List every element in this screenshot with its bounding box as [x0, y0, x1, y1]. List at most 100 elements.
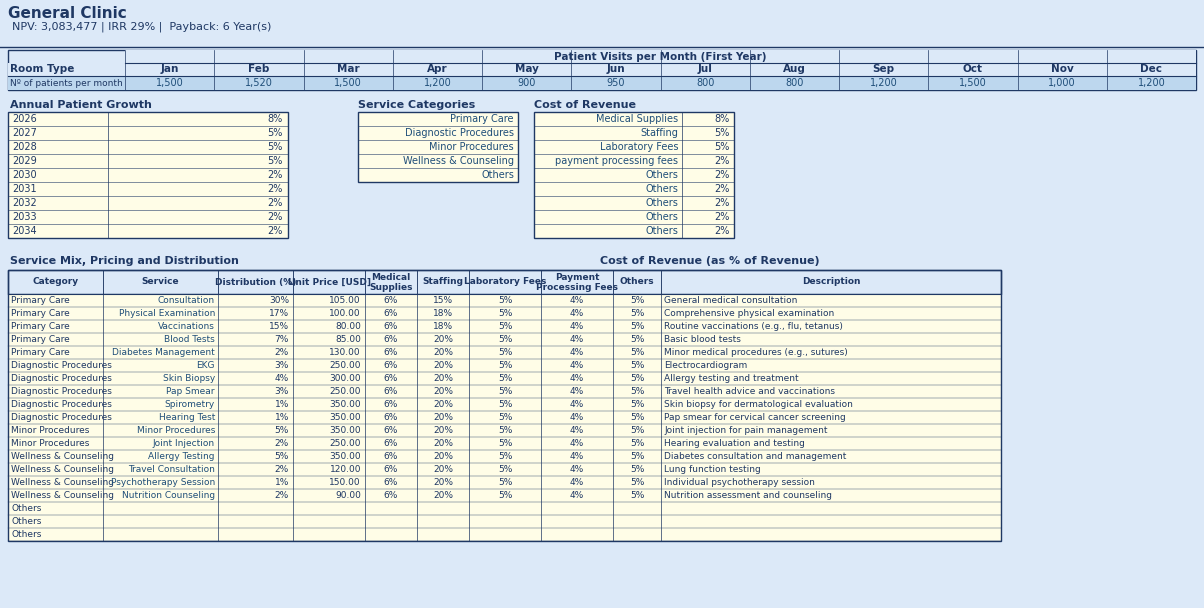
- Text: 2%: 2%: [275, 439, 289, 448]
- Text: 5%: 5%: [497, 296, 512, 305]
- Bar: [8, 76, 125, 90]
- Text: Nº of patients per month: Nº of patients per month: [10, 78, 123, 88]
- Text: Others: Others: [11, 504, 41, 513]
- Text: 5%: 5%: [630, 322, 644, 331]
- Text: 6%: 6%: [384, 374, 399, 383]
- Text: 5%: 5%: [497, 322, 512, 331]
- Text: 20%: 20%: [433, 335, 453, 344]
- Text: 2%: 2%: [275, 491, 289, 500]
- Text: 20%: 20%: [433, 439, 453, 448]
- Text: 6%: 6%: [384, 348, 399, 357]
- Text: 2%: 2%: [715, 226, 730, 236]
- Text: 1,500: 1,500: [960, 78, 987, 88]
- Text: 15%: 15%: [268, 322, 289, 331]
- Text: 5%: 5%: [630, 309, 644, 318]
- Text: 120.00: 120.00: [330, 465, 361, 474]
- Bar: [8, 307, 1001, 320]
- Text: Consultation: Consultation: [158, 296, 216, 305]
- Text: Primary Care: Primary Care: [450, 114, 514, 124]
- Text: 5%: 5%: [715, 142, 730, 152]
- Text: 350.00: 350.00: [330, 452, 361, 461]
- Text: 20%: 20%: [433, 374, 453, 383]
- Bar: [214, 76, 303, 90]
- Text: May: May: [514, 64, 538, 75]
- Text: Cost of Revenue (as % of Revenue): Cost of Revenue (as % of Revenue): [600, 256, 820, 266]
- Text: 4%: 4%: [569, 478, 584, 487]
- Text: 350.00: 350.00: [330, 426, 361, 435]
- Text: 20%: 20%: [433, 348, 453, 357]
- Text: 5%: 5%: [630, 439, 644, 448]
- Text: 5%: 5%: [497, 361, 512, 370]
- Text: Staffing: Staffing: [423, 277, 464, 286]
- Text: 1,500: 1,500: [155, 78, 183, 88]
- Text: Minor medical procedures (e.g., sutures): Minor medical procedures (e.g., sutures): [663, 348, 848, 357]
- Text: 20%: 20%: [433, 361, 453, 370]
- Text: General Clinic: General Clinic: [8, 5, 126, 21]
- Text: 18%: 18%: [433, 322, 453, 331]
- Text: 5%: 5%: [497, 439, 512, 448]
- Text: 5%: 5%: [630, 348, 644, 357]
- Text: Laboratory Fees: Laboratory Fees: [600, 142, 678, 152]
- Text: 6%: 6%: [384, 413, 399, 422]
- Text: 4%: 4%: [569, 413, 584, 422]
- Text: Others: Others: [645, 170, 678, 180]
- Bar: [8, 385, 1001, 398]
- Text: Nutrition assessment and counseling: Nutrition assessment and counseling: [663, 491, 832, 500]
- Bar: [661, 76, 750, 90]
- Text: 5%: 5%: [497, 426, 512, 435]
- Bar: [8, 294, 1001, 307]
- Bar: [8, 346, 1001, 359]
- Text: 5%: 5%: [267, 156, 283, 166]
- Text: 4%: 4%: [569, 426, 584, 435]
- Text: 4%: 4%: [569, 335, 584, 344]
- Text: Room Type: Room Type: [10, 64, 75, 75]
- Text: Vaccinations: Vaccinations: [158, 322, 216, 331]
- Text: 15%: 15%: [433, 296, 453, 305]
- Text: Others: Others: [645, 226, 678, 236]
- Text: payment processing fees: payment processing fees: [555, 156, 678, 166]
- Text: 5%: 5%: [497, 309, 512, 318]
- Text: Pap smear for cervical cancer screening: Pap smear for cervical cancer screening: [663, 413, 845, 422]
- Text: 1,200: 1,200: [424, 78, 452, 88]
- Text: 2%: 2%: [267, 170, 283, 180]
- Text: Comprehensive physical examination: Comprehensive physical examination: [663, 309, 834, 318]
- Text: 1,000: 1,000: [1049, 78, 1076, 88]
- Bar: [839, 76, 928, 90]
- Text: Diagnostic Procedures: Diagnostic Procedures: [405, 128, 514, 138]
- Bar: [8, 515, 1001, 528]
- Bar: [125, 50, 1196, 63]
- Text: 5%: 5%: [497, 465, 512, 474]
- Text: 2%: 2%: [715, 170, 730, 180]
- Text: Mar: Mar: [337, 64, 360, 75]
- Bar: [8, 463, 1001, 476]
- Text: Lung function testing: Lung function testing: [663, 465, 761, 474]
- Text: 6%: 6%: [384, 491, 399, 500]
- Text: Medical: Medical: [371, 273, 411, 282]
- Text: 5%: 5%: [630, 491, 644, 500]
- Text: Wellness & Counseling: Wellness & Counseling: [11, 452, 114, 461]
- Bar: [8, 333, 1001, 346]
- Text: 250.00: 250.00: [330, 361, 361, 370]
- Bar: [358, 112, 518, 182]
- Text: 2%: 2%: [267, 226, 283, 236]
- Text: 6%: 6%: [384, 426, 399, 435]
- Text: NPV: 3,083,477 | IRR 29% |  Payback: 6 Year(s): NPV: 3,083,477 | IRR 29% | Payback: 6 Ye…: [12, 22, 271, 32]
- Text: 2027: 2027: [12, 128, 37, 138]
- Text: 300.00: 300.00: [330, 374, 361, 383]
- Text: 4%: 4%: [569, 296, 584, 305]
- Bar: [8, 528, 1001, 541]
- Text: Pap Smear: Pap Smear: [166, 387, 216, 396]
- Text: Nutrition Counseling: Nutrition Counseling: [122, 491, 216, 500]
- Text: 5%: 5%: [275, 426, 289, 435]
- Text: Aug: Aug: [783, 64, 805, 75]
- Text: 5%: 5%: [630, 400, 644, 409]
- Text: Apr: Apr: [427, 64, 448, 75]
- Text: Diagnostic Procedures: Diagnostic Procedures: [11, 361, 112, 370]
- Text: Others: Others: [645, 184, 678, 194]
- Text: Allergy testing and treatment: Allergy testing and treatment: [663, 374, 798, 383]
- Text: Minor Procedures: Minor Procedures: [11, 426, 89, 435]
- Text: 1%: 1%: [275, 413, 289, 422]
- Text: Distribution (%): Distribution (%): [214, 277, 296, 286]
- Text: 5%: 5%: [630, 452, 644, 461]
- Text: Laboratory Fees: Laboratory Fees: [464, 277, 547, 286]
